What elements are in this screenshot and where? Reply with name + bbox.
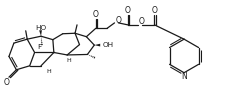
Text: OH: OH xyxy=(102,42,113,48)
Text: F: F xyxy=(37,44,41,50)
Text: O: O xyxy=(124,6,130,15)
Text: O: O xyxy=(138,17,144,26)
Text: N: N xyxy=(180,72,186,81)
Text: H: H xyxy=(66,58,71,63)
Text: H: H xyxy=(46,69,51,74)
Polygon shape xyxy=(39,30,42,36)
Text: O: O xyxy=(115,16,121,25)
Polygon shape xyxy=(94,44,100,46)
Text: HO: HO xyxy=(35,25,46,31)
Text: O: O xyxy=(151,6,157,15)
Text: O: O xyxy=(92,11,98,19)
Text: O: O xyxy=(4,78,10,87)
